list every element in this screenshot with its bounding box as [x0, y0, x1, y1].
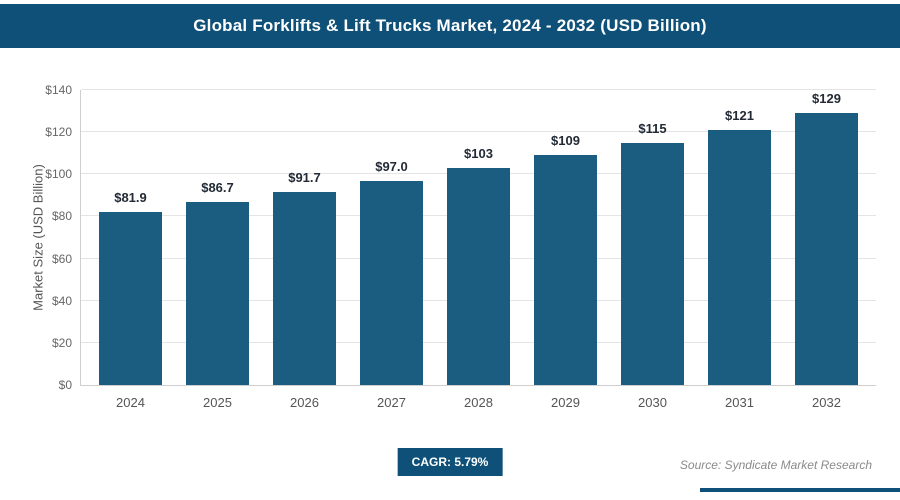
x-tick-label: 2026 [290, 395, 319, 410]
bar [273, 191, 336, 385]
bar [186, 202, 249, 385]
y-tick-label: $0 [58, 378, 72, 392]
bar-value-label: $97.0 [375, 158, 408, 174]
bar-value-label: $81.9 [114, 190, 147, 206]
bar-group: $129 2032 [783, 90, 870, 410]
bar-value-label: $86.7 [201, 180, 234, 196]
grid-line [81, 89, 876, 90]
bar-value-label: $121 [725, 108, 754, 124]
bar [708, 130, 771, 385]
x-tick-label: 2025 [203, 395, 232, 410]
bar-group: $103 2028 [435, 90, 522, 410]
y-tick-label: $20 [51, 335, 72, 350]
y-tick-label: $120 [45, 125, 72, 140]
bar-group: $109 2029 [522, 90, 609, 410]
y-tick-label: $100 [45, 167, 72, 182]
bar-value-label: $129 [812, 91, 841, 107]
footer: CAGR: 5.79% Source: Syndicate Market Res… [0, 440, 900, 500]
bars-container: $81.9 2024 $86.7 2025 $91.7 2026 $97.0 2027 $103… [81, 90, 876, 410]
bar-group: $86.7 2025 [174, 90, 261, 410]
y-tick-label: $140 [45, 83, 72, 97]
bar-value-label: $91.7 [288, 169, 321, 185]
x-tick-label: 2030 [638, 395, 667, 410]
y-tick-label: $80 [51, 209, 72, 224]
bar [99, 212, 162, 385]
x-tick-label: 2027 [377, 395, 406, 410]
x-tick-label: 2031 [725, 395, 754, 410]
bar [795, 113, 858, 385]
bar-group: $115 2030 [609, 90, 696, 410]
x-tick-label: 2028 [464, 395, 493, 410]
bar [621, 142, 684, 385]
bar [534, 155, 597, 385]
bar-value-label: $103 [464, 145, 493, 161]
bar [360, 180, 423, 385]
bar-value-label: $115 [638, 120, 667, 136]
y-axis-title: Market Size (USD Billion) [30, 164, 46, 311]
cagr-badge: CAGR: 5.79% [397, 448, 503, 476]
bar-value-label: $109 [551, 133, 580, 149]
chart-region: Market Size (USD Billion) $81.9 2024 $86.7… [0, 70, 900, 430]
bar-group: $97.0 2027 [348, 90, 435, 410]
x-tick-label: 2032 [812, 395, 841, 410]
y-tick-label: $60 [51, 251, 72, 266]
bar-group: $91.7 2026 [261, 90, 348, 410]
bar-group: $81.9 2024 [87, 90, 174, 410]
y-tick-label: $40 [51, 293, 72, 308]
grid-line [81, 131, 876, 133]
x-tick-label: 2024 [116, 395, 145, 410]
source-attribution: Source: Syndicate Market Research [679, 458, 872, 472]
chart-title: Global Forklifts & Lift Trucks Market, 2… [193, 16, 707, 35]
chart-title-banner: Global Forklifts & Lift Trucks Market, 2… [0, 4, 900, 48]
x-tick-label: 2029 [551, 395, 580, 410]
bar [447, 167, 510, 385]
bar-group: $121 2031 [696, 90, 783, 410]
source-underline-bar [700, 488, 900, 492]
plot-area: $81.9 2024 $86.7 2025 $91.7 2026 $97.0 2027 $103… [45, 83, 876, 410]
